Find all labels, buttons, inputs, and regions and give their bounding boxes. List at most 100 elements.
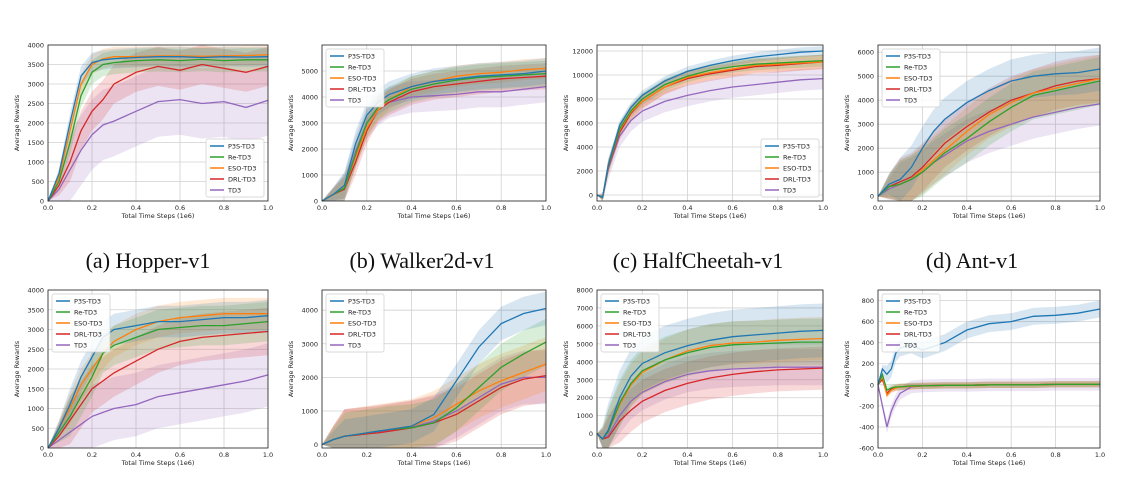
x-tick-label: 0.2 (637, 451, 647, 459)
y-tick-label: 2500 (27, 100, 44, 108)
x-tick-label: 1.0 (541, 204, 551, 212)
plot-frame (877, 44, 1101, 202)
y-tick-label: 2500 (27, 346, 44, 354)
line-eso-td3 (47, 313, 268, 449)
band-eso-td3 (322, 337, 546, 448)
x-axis-label: Total Time Steps (1e6) (121, 212, 195, 220)
y-tick-label: 4000 (857, 97, 874, 105)
legend-label: P3S-TD3 (783, 142, 810, 150)
y-tick-label: 6000 (576, 120, 593, 128)
x-tick-label: 0.8 (773, 204, 783, 212)
plot-frame (596, 289, 824, 449)
legend-label: TD3 (227, 186, 241, 194)
legend-label: TD3 (782, 186, 796, 194)
band-td3 (48, 343, 268, 448)
x-tick-label: 0.6 (175, 204, 185, 212)
legend-box (325, 293, 385, 353)
y-tick-label: 8000 (576, 96, 593, 104)
x-tick-label: 1.0 (541, 451, 551, 459)
legend-label: Re-TD3 (904, 63, 927, 71)
y-tick-label: 5000 (576, 340, 593, 348)
x-tick-label: 0.2 (87, 204, 97, 212)
legend-box (600, 293, 660, 353)
y-tick-label: 400 (862, 339, 874, 347)
caption-d: (d) Ant-v1 (925, 248, 1019, 273)
x-tick-label: 0.4 (962, 204, 972, 212)
y-tick-label: 0 (589, 192, 593, 200)
x-tick-label: 0.0 (43, 204, 53, 212)
line-re-td3 (47, 320, 269, 449)
legend-label: DRL-TD3 (74, 330, 102, 338)
y-tick-label: 6000 (576, 322, 593, 330)
x-tick-label: 0.6 (451, 451, 461, 459)
y-tick-label: 3000 (27, 326, 44, 334)
legend-box (51, 293, 111, 353)
y-tick-label: 500 (32, 425, 44, 433)
x-tick-label: 0.2 (637, 204, 647, 212)
x-axis-label: Total Time Steps (1e6) (673, 459, 747, 467)
x-tick-label: 0.0 (873, 204, 883, 212)
plot-frame (877, 289, 1101, 449)
x-tick-label: 0.2 (87, 451, 97, 459)
line-p3s-td3 (47, 56, 269, 202)
x-axis-label: Total Time Steps (1e6) (397, 212, 471, 220)
line-p3s-td3 (47, 315, 269, 449)
y-tick-label: 3000 (857, 121, 874, 129)
line-drl-td3 (596, 367, 824, 440)
line-p3s-td3 (596, 50, 824, 199)
line-p3s-td3 (596, 329, 824, 441)
y-tick-label: 5000 (301, 68, 318, 76)
x-tick-label: 0.8 (496, 204, 506, 212)
y-tick-label: 12000 (572, 48, 593, 56)
legend-label: ESO-TD3 (348, 74, 376, 82)
band-td3 (878, 82, 1100, 201)
band-eso-td3 (48, 45, 268, 201)
legend-label: DRL-TD3 (623, 330, 651, 338)
band-drl-td3 (322, 348, 546, 448)
x-tick-label: 0.8 (1050, 204, 1060, 212)
band-p3s-td3 (878, 47, 1100, 202)
x-tick-label: 0.6 (1006, 204, 1016, 212)
line-drl-td3 (47, 330, 269, 449)
legend: P3S-TD3 Re-TD3 ESO-TD3 DRL-TD3 TD3 (600, 293, 660, 353)
y-tick-label: 500 (32, 178, 44, 186)
x-tick-label: 0.4 (406, 204, 416, 212)
legend-label: ESO-TD3 (348, 319, 376, 327)
legend-label: TD3 (73, 341, 87, 349)
band-td3 (322, 350, 546, 448)
y-tick-label: 6000 (857, 49, 874, 57)
legend-label: Re-TD3 (348, 63, 371, 71)
caption-b: (b) Walker2d-v1 (349, 248, 495, 273)
y-tick-label: 3000 (576, 376, 593, 384)
band-td3 (878, 378, 1100, 434)
line-td3 (47, 98, 269, 202)
y-tick-label: 2000 (857, 145, 874, 153)
chart-panel-7: -600 -400 -200 0 200 400 600 800 0.0 0.2 0.4 0.6 0.8… (843, 289, 1105, 467)
chart-panel-2: 0 2000 4000 6000 8000 10000 12000 0.0 0.2 0.4 0.6 0… (562, 44, 828, 220)
y-tick-label: 1000 (857, 169, 874, 177)
y-tick-label: 1000 (301, 408, 318, 416)
legend-label: P3S-TD3 (904, 297, 931, 305)
band-p3s-td3 (322, 291, 546, 448)
y-tick-label: 10000 (572, 72, 593, 80)
chart-panel-1: 0 1000 2000 3000 4000 5000 0.0 0.2 0.4 0.6 0.8 1.0 T… (287, 44, 551, 220)
line-re-td3 (877, 80, 1101, 197)
legend-label: P3S-TD3 (904, 52, 931, 60)
x-tick-label: 0.4 (682, 204, 692, 212)
x-tick-label: 0.0 (317, 451, 327, 459)
y-axis-label: Average Rewards (287, 94, 295, 151)
legend-box (760, 138, 820, 198)
legend-label: P3S-TD3 (623, 297, 650, 305)
x-tick-label: 1.0 (1095, 451, 1105, 459)
y-tick-label: 4000 (301, 307, 318, 315)
y-tick-label: 800 (862, 297, 874, 305)
x-axis-label: Total Time Steps (1e6) (121, 459, 195, 467)
band-drl-td3 (597, 346, 823, 448)
y-tick-label: 200 (862, 360, 874, 368)
line-p3s-td3 (877, 68, 1101, 197)
y-axis-label: Average Rewards (843, 340, 851, 397)
y-tick-label: -400 (859, 423, 874, 431)
y-tick-label: -200 (859, 402, 874, 410)
band-re-td3 (878, 372, 1100, 394)
